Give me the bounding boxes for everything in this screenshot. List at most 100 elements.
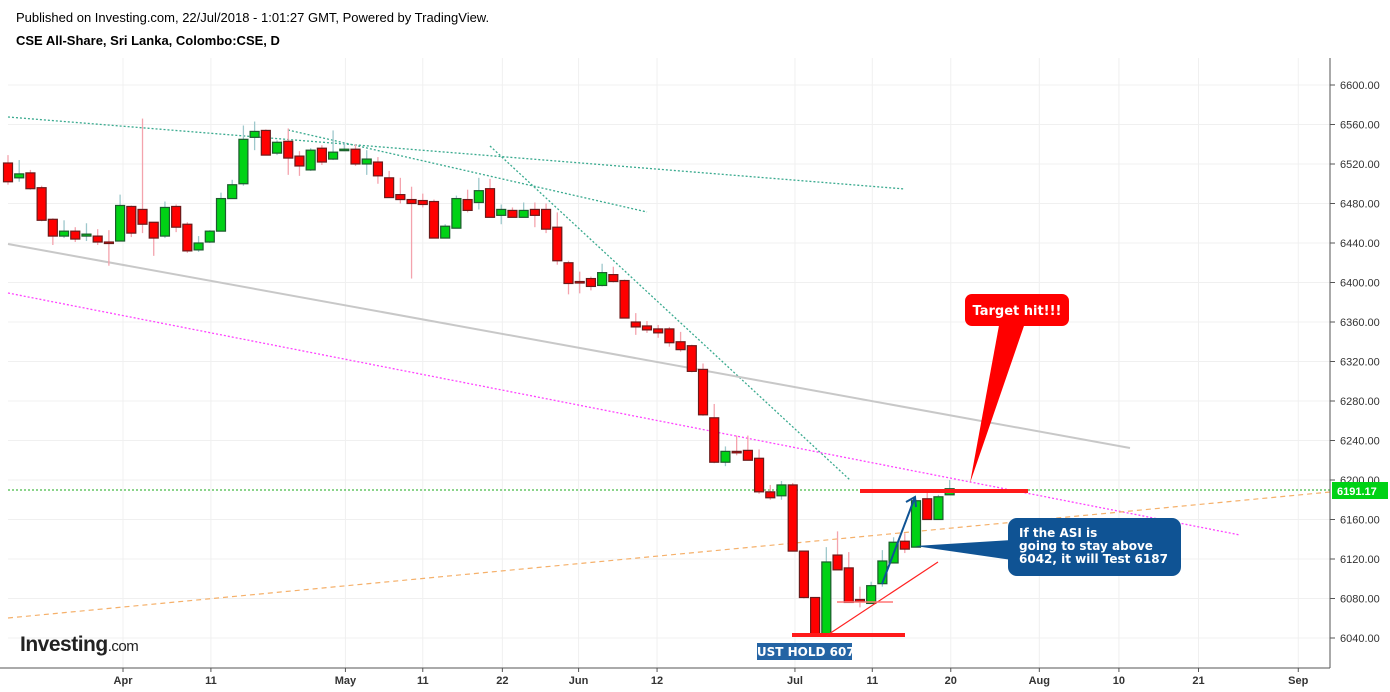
candle-body bbox=[507, 209, 518, 218]
candle bbox=[484, 178, 496, 218]
candle-body bbox=[518, 209, 529, 218]
candle bbox=[854, 586, 866, 608]
y-tick-label: 6280.00 bbox=[1340, 396, 1380, 408]
candle bbox=[731, 435, 742, 456]
candle bbox=[608, 266, 619, 283]
candle bbox=[540, 203, 552, 234]
candle-body bbox=[305, 149, 316, 171]
y-tick-label: 6600.00 bbox=[1340, 80, 1380, 92]
candle-body bbox=[597, 272, 608, 287]
candle-body bbox=[327, 151, 339, 160]
axes: 6040.006080.006120.006160.006200.006240.… bbox=[0, 58, 1388, 687]
candle bbox=[653, 324, 664, 338]
candle bbox=[182, 222, 193, 253]
candle-body bbox=[832, 554, 843, 571]
candle-body bbox=[552, 226, 563, 262]
candle bbox=[339, 142, 350, 152]
candle-body bbox=[910, 500, 922, 548]
candle bbox=[765, 484, 776, 500]
y-tick-label: 6560.00 bbox=[1340, 120, 1380, 132]
candle-body bbox=[697, 368, 709, 416]
candle-body bbox=[753, 457, 765, 493]
candle-body bbox=[709, 417, 720, 463]
candle bbox=[821, 547, 832, 637]
trendline-teal-long bbox=[7, 116, 906, 190]
candle bbox=[294, 151, 305, 176]
candle-body bbox=[92, 235, 103, 243]
candles bbox=[2, 118, 955, 637]
candle-body bbox=[283, 140, 294, 159]
candle bbox=[103, 230, 114, 266]
candle-body bbox=[608, 274, 619, 283]
candle bbox=[36, 185, 47, 222]
must-hold-label: MUST HOLD 6076 bbox=[745, 645, 863, 659]
candle bbox=[753, 449, 765, 494]
candle bbox=[14, 160, 25, 182]
target-callout-box bbox=[965, 294, 1069, 326]
candle-body bbox=[428, 200, 440, 239]
y-tick-label: 6520.00 bbox=[1340, 159, 1380, 171]
rising-trendline bbox=[825, 561, 939, 637]
candle bbox=[204, 230, 215, 243]
candle-body bbox=[361, 158, 372, 165]
candle-body bbox=[2, 162, 14, 183]
candle-body bbox=[14, 173, 25, 179]
candle-body bbox=[126, 205, 137, 234]
x-tick-label: 22 bbox=[496, 675, 508, 687]
asi-callout-text: If the ASI is bbox=[1019, 526, 1097, 540]
trendline-magenta bbox=[7, 292, 1241, 536]
y-tick-label: 6240.00 bbox=[1340, 436, 1380, 448]
x-tick-label: 11 bbox=[866, 675, 878, 687]
candle-body bbox=[406, 198, 417, 205]
candle-body bbox=[25, 172, 36, 190]
candle bbox=[776, 480, 787, 500]
candle-body bbox=[238, 138, 249, 185]
candle-body bbox=[462, 198, 473, 212]
candle-body bbox=[294, 155, 305, 167]
candle bbox=[193, 236, 204, 252]
candle bbox=[81, 223, 92, 242]
candle-body bbox=[384, 177, 395, 199]
trendline-grey bbox=[7, 243, 1131, 449]
candle bbox=[58, 220, 70, 239]
y-tick-label: 6040.00 bbox=[1340, 633, 1380, 645]
x-tick-label: Sep bbox=[1288, 675, 1308, 687]
candle bbox=[159, 201, 171, 239]
candle-body bbox=[619, 279, 630, 319]
candle-body bbox=[630, 321, 641, 328]
x-tick-label: 11 bbox=[205, 675, 217, 687]
candle bbox=[215, 192, 227, 232]
candle bbox=[462, 189, 473, 213]
candle-body bbox=[821, 561, 832, 636]
candle bbox=[406, 186, 417, 279]
candle bbox=[933, 494, 944, 521]
candle-body bbox=[227, 184, 238, 200]
candle bbox=[686, 344, 697, 373]
candle-body bbox=[787, 484, 798, 552]
logo-suffix: .com bbox=[107, 638, 139, 655]
candle bbox=[810, 596, 821, 635]
candle bbox=[473, 177, 484, 210]
candle bbox=[384, 170, 395, 199]
x-tick-label: Aug bbox=[1029, 675, 1050, 687]
candle-body bbox=[496, 208, 507, 216]
candle-body bbox=[249, 130, 260, 138]
candle-body bbox=[641, 325, 653, 331]
candle-body bbox=[451, 197, 462, 229]
candle bbox=[271, 140, 283, 156]
candle-body bbox=[316, 147, 327, 163]
candle-body bbox=[271, 141, 283, 154]
candle-body bbox=[159, 206, 171, 237]
x-tick-label: May bbox=[335, 675, 357, 687]
candle-body bbox=[563, 262, 574, 285]
x-tick-label: Apr bbox=[114, 675, 134, 687]
candle-body bbox=[933, 496, 944, 521]
candle-body bbox=[103, 241, 114, 245]
y-tick-label: 6360.00 bbox=[1340, 317, 1380, 329]
y-tick-label: 6440.00 bbox=[1340, 238, 1380, 250]
y-tick-label: 6160.00 bbox=[1340, 515, 1380, 527]
candle bbox=[563, 260, 574, 295]
candle bbox=[2, 155, 14, 185]
candle-body bbox=[720, 450, 731, 463]
